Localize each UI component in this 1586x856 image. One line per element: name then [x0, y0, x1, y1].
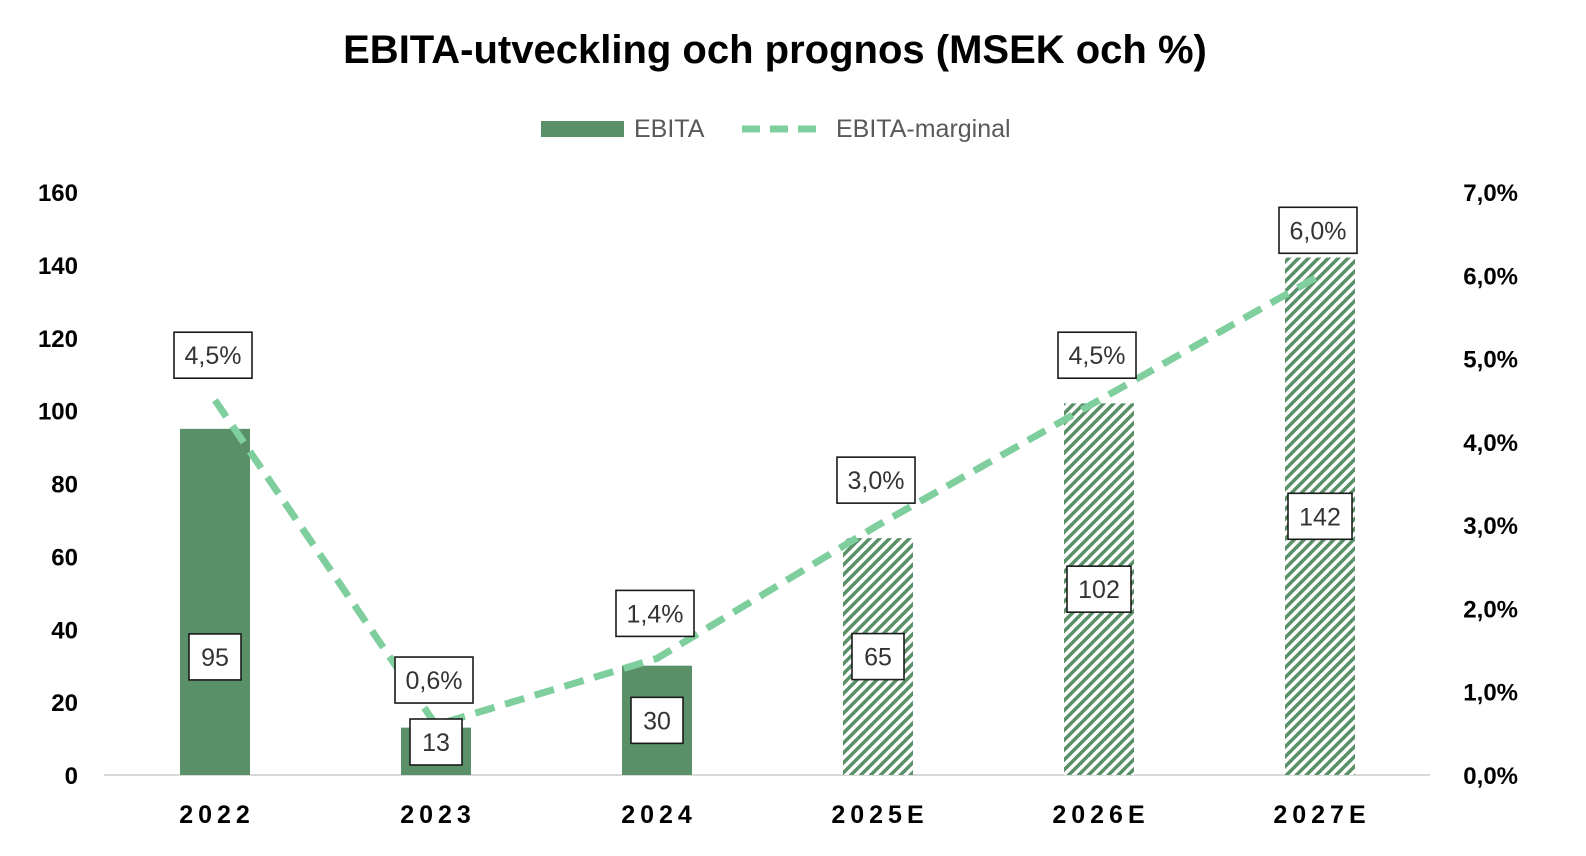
margin-value-label-box — [836, 456, 916, 504]
bar-value-label: 102 — [1078, 576, 1120, 604]
margin-value-label-box — [173, 331, 253, 380]
bars — [180, 257, 1355, 775]
bar-value-label-box — [630, 696, 684, 745]
margin-value-label-box — [394, 656, 474, 704]
bar-value-label: 30 — [643, 707, 671, 735]
margin-value-label: 6,0% — [1290, 217, 1347, 245]
margin-value-label: 1,4% — [627, 600, 684, 628]
y-tick-left: 60 — [51, 544, 78, 571]
bar-value-label-box — [1066, 565, 1132, 613]
x-tick-label: 2027E — [1273, 801, 1370, 829]
bar-value-label: 142 — [1299, 503, 1341, 531]
y-axis-right: 0,0% 1,0% 2,0% 3,0% 4,0% 5,0% 6,0% 7,0% — [1463, 180, 1518, 790]
x-tick-label: 2023 — [400, 801, 476, 829]
chart-title: EBITA-utveckling och prognos (MSEK och %… — [343, 28, 1207, 72]
y-tick-left: 80 — [51, 472, 78, 499]
x-tick-label: 2025E — [831, 801, 928, 829]
y-tick-right: 4,0% — [1463, 430, 1518, 457]
y-tick-left: 0 — [65, 763, 78, 790]
bar-value-label: 65 — [864, 644, 892, 672]
y-tick-right: 1,0% — [1463, 680, 1518, 707]
y-axis-left: 0 20 40 60 80 100 120 140 160 — [38, 180, 78, 790]
bar-value-label-box — [409, 718, 463, 766]
margin-value-label: 3,0% — [848, 467, 905, 495]
y-tick-left: 120 — [38, 326, 78, 353]
x-tick-label: 2024 — [621, 801, 697, 829]
legend: EBITA EBITA-marginal — [541, 115, 1011, 143]
margin-value-label: 4,5% — [185, 342, 242, 370]
bar-value-label: 13 — [422, 729, 450, 757]
y-tick-right: 5,0% — [1463, 347, 1518, 374]
y-tick-right: 3,0% — [1463, 513, 1518, 540]
bar-2022 — [180, 428, 250, 775]
margin-line-path — [212, 272, 1322, 729]
margin-line — [212, 272, 1322, 729]
bar-value-label: 95 — [201, 644, 229, 672]
bar-value-label-box — [1287, 492, 1353, 541]
y-tick-left: 140 — [38, 253, 78, 280]
y-tick-left: 160 — [38, 180, 78, 207]
data-labels: 95 13 30 65 102 142 4,5% 0,6% 1,4% 3,0% 4,5% 6,0% — [173, 206, 1358, 766]
margin-value-label: 0,6% — [406, 667, 463, 695]
y-tick-left: 100 — [38, 399, 78, 426]
margin-value-label: 4,5% — [1069, 342, 1126, 370]
y-tick-left: 20 — [51, 690, 78, 717]
bar-value-label-box — [851, 632, 905, 681]
y-tick-left: 40 — [51, 617, 78, 644]
legend-label-margin: EBITA-marginal — [836, 115, 1011, 143]
x-tick-label: 2026E — [1052, 801, 1149, 829]
legend-swatch-ebita — [541, 121, 624, 137]
margin-value-label-box — [1057, 331, 1137, 380]
x-axis: 2022 2023 2024 2025E 2026E 2027E — [179, 801, 1370, 829]
margin-value-label-box — [615, 589, 695, 638]
y-tick-right: 7,0% — [1463, 180, 1518, 207]
bar-value-label-box — [188, 633, 242, 681]
y-tick-right: 6,0% — [1463, 263, 1518, 290]
margin-value-label-box — [1278, 206, 1358, 255]
legend-label-ebita: EBITA — [634, 115, 705, 143]
y-tick-right: 0,0% — [1463, 763, 1518, 790]
x-tick-label: 2022 — [179, 801, 255, 829]
y-tick-right: 2,0% — [1463, 596, 1518, 623]
